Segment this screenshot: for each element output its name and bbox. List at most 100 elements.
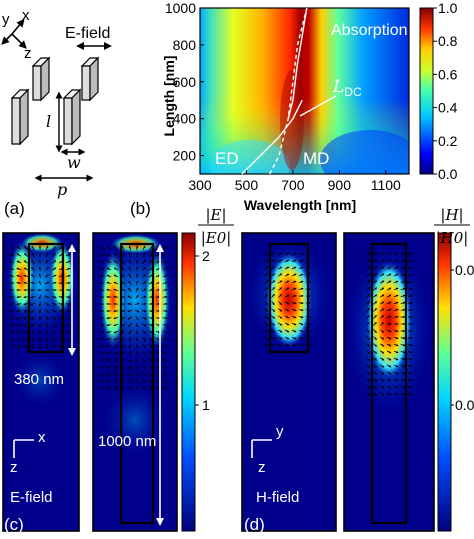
field-vector	[23, 302, 29, 306]
field-vector	[142, 337, 146, 341]
absorption-chart: 300 500 700 900 1100 200 400 600 800 1000 Absorpt…	[130, 0, 458, 218]
field-vector	[128, 288, 132, 292]
field-vector	[51, 295, 57, 299]
field-vector	[113, 295, 119, 299]
field-vector	[373, 343, 378, 347]
field-vector	[386, 385, 392, 389]
field-vector	[291, 252, 297, 256]
field-vector	[51, 267, 57, 271]
field-vector	[366, 336, 370, 340]
field-vector	[141, 295, 147, 299]
field-vector	[284, 252, 290, 256]
axis-x-label: x	[22, 7, 30, 24]
field-vector	[277, 259, 283, 263]
field-vector	[400, 287, 406, 291]
field-vector	[113, 288, 119, 292]
field-vector	[278, 301, 282, 305]
field-vector	[142, 343, 146, 349]
field-vector	[372, 294, 378, 298]
field-vector	[58, 246, 64, 250]
schematic-panel: y x z E-field l w p	[1, 7, 112, 218]
field-vector	[386, 273, 392, 277]
field-vector	[128, 280, 132, 286]
field-vector	[386, 350, 392, 354]
field-vector	[305, 266, 311, 270]
field-vector	[284, 336, 290, 340]
field-vector	[284, 315, 290, 319]
field-vector	[58, 253, 64, 257]
field-vector	[366, 350, 371, 354]
field-vector	[379, 392, 385, 396]
field-vector	[407, 350, 413, 354]
field-vector	[135, 252, 139, 258]
field-vector	[386, 266, 392, 270]
field-vector	[372, 252, 378, 256]
field-vector	[120, 323, 126, 327]
efield-panel: 380 nm x z E-field 1000 nm 2 1	[0, 206, 234, 534]
field-vector	[305, 336, 311, 340]
field-vector	[9, 267, 15, 271]
field-vector	[16, 267, 22, 271]
field-vector	[298, 315, 304, 319]
h-field-vectors-short	[263, 252, 311, 347]
field-vector	[16, 274, 22, 278]
field-vector	[271, 308, 276, 312]
field-vector	[263, 329, 269, 333]
field-vector	[142, 385, 146, 391]
field-vector	[400, 252, 406, 256]
field-vector	[113, 274, 119, 278]
nanorod-array	[10, 56, 100, 146]
y-tick-label-3: 800	[173, 37, 197, 53]
cb-tick-label-3: 0.6	[438, 66, 458, 82]
field-vector	[120, 267, 125, 271]
field-vector	[113, 323, 119, 327]
field-vector	[142, 364, 146, 370]
field-vector	[366, 294, 371, 298]
field-vector	[128, 323, 132, 328]
field-vector	[142, 371, 146, 377]
field-vector	[373, 329, 377, 334]
hfield-colorbar-tick-001: 0.01	[455, 397, 474, 413]
field-vector	[135, 322, 139, 328]
field-vector	[16, 330, 22, 334]
field-vector	[58, 295, 64, 299]
field-vector	[379, 273, 385, 277]
field-vectors-short	[9, 245, 71, 349]
field-vector	[121, 245, 125, 251]
field-vector	[31, 245, 35, 251]
hfield-label: H-field	[256, 489, 299, 506]
efield-map-short: 380 nm x z E-field	[0, 230, 80, 532]
field-vector	[121, 357, 125, 363]
field-vector	[284, 329, 290, 333]
ed-region-label: ED	[215, 149, 239, 168]
field-vector	[386, 259, 392, 263]
field-vector	[52, 343, 56, 349]
field-vector	[407, 378, 413, 382]
field-vector	[128, 336, 132, 342]
field-vector	[45, 274, 50, 278]
hfield-colorbar-tick-002: 0.02	[455, 262, 474, 278]
field-vector	[277, 308, 283, 312]
field-vector	[386, 364, 392, 368]
field-vector	[31, 259, 35, 265]
field-vector	[127, 309, 133, 313]
field-vector	[30, 302, 36, 306]
field-vector	[380, 321, 384, 327]
field-vector	[142, 245, 146, 251]
field-vector	[372, 301, 378, 305]
field-vector	[31, 267, 35, 271]
plot-frame	[199, 7, 410, 175]
field-vector	[121, 385, 125, 391]
field-vector	[291, 301, 297, 305]
field-vector	[16, 253, 22, 257]
field-vector	[400, 385, 406, 389]
field-vector	[379, 371, 385, 375]
field-vector	[407, 287, 413, 291]
field-vector	[284, 259, 290, 263]
field-vector	[142, 259, 146, 265]
field-vector	[45, 302, 50, 306]
field-vector	[400, 336, 406, 340]
hfield-axis-z: z	[258, 459, 266, 476]
field-vector	[148, 323, 154, 327]
field-vector	[9, 337, 15, 341]
